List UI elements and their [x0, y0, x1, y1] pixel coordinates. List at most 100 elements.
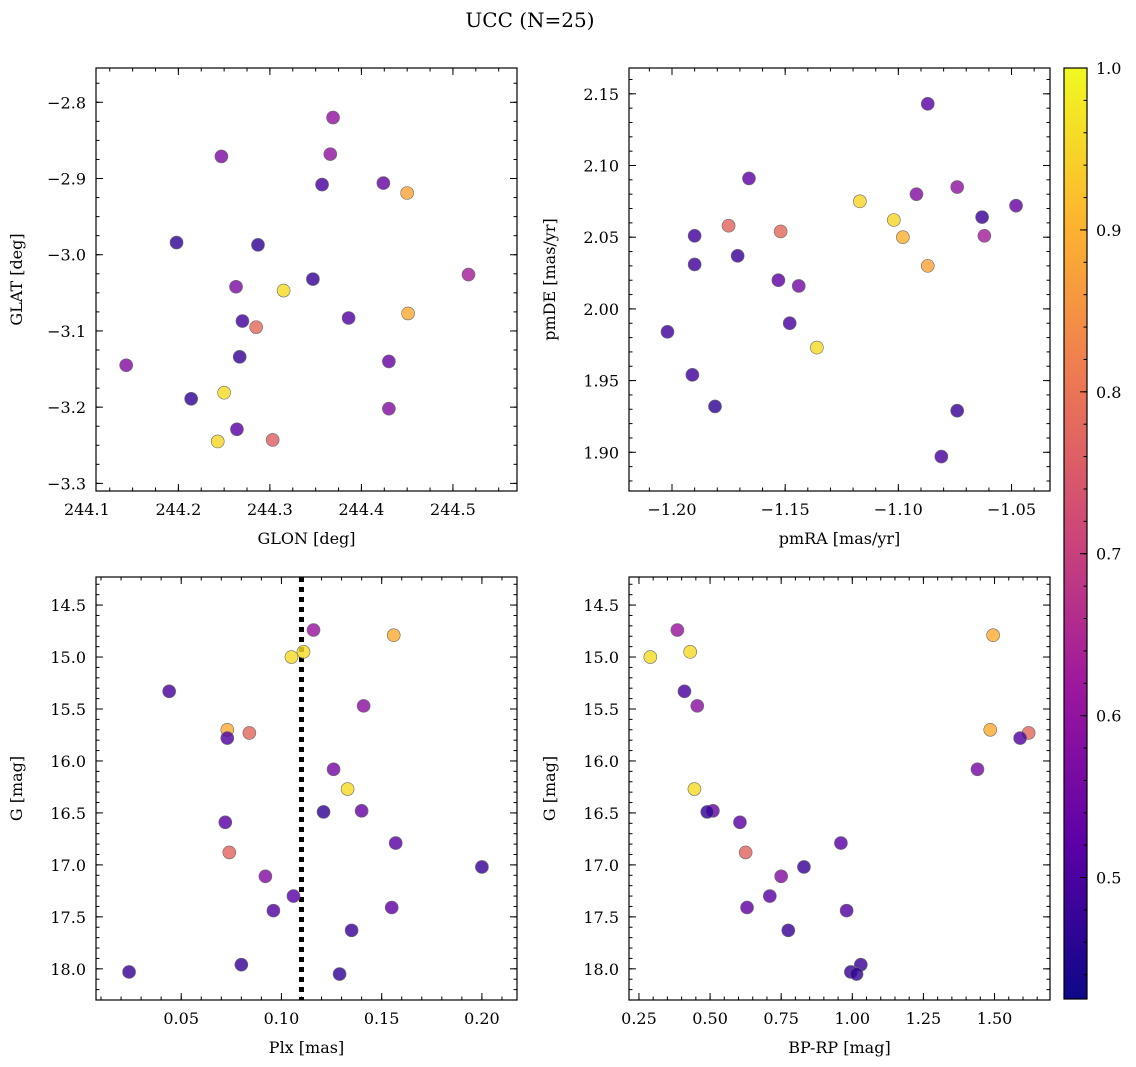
data-point — [690, 699, 705, 713]
x-tick-label: 244.5 — [430, 500, 476, 519]
data-point — [781, 923, 796, 938]
colorbar: 0.5 0.6 0.7 0.8 0.9 1.0 — [1063, 59, 1121, 1000]
data-point — [887, 213, 901, 227]
data-point — [920, 259, 935, 273]
data-point — [721, 218, 736, 233]
x-tick-label: 244.4 — [339, 500, 385, 519]
x-tick-label: 244.2 — [155, 500, 201, 519]
panel-plx-g: 0.05 0.10 0.15 0.20 14.5 15.0 15.5 16.0 16.5 17.0… — [7, 576, 518, 1057]
x-tick-label: −1.20 — [647, 500, 696, 519]
data-point — [970, 762, 985, 777]
x-axis-label: GLON [deg] — [257, 529, 355, 548]
ticks — [96, 68, 517, 491]
points — [122, 577, 489, 1000]
panel-bprp-g: 0.25 0.50 0.75 1.00 1.25 1.50 14.5 15.0 15.5 16.0… — [540, 576, 1051, 1057]
data-point — [356, 699, 371, 713]
data-point — [340, 782, 355, 796]
data-point — [950, 180, 964, 194]
data-point — [232, 350, 247, 364]
data-point — [184, 391, 198, 406]
data-point — [230, 422, 244, 437]
data-point — [384, 900, 399, 915]
data-point — [834, 836, 848, 850]
y-tick-label: 2.15 — [583, 85, 619, 104]
data-point — [386, 628, 401, 643]
data-point — [853, 194, 867, 209]
x-tick-label: 244.1 — [64, 500, 110, 519]
y-tick-label: 14.5 — [50, 596, 86, 615]
data-point — [235, 314, 250, 328]
figure-title: UCC (N=25) — [465, 8, 594, 32]
x-axis-label: pmRA [mas/yr] — [779, 529, 901, 548]
y-tick-label: 17.5 — [583, 908, 619, 927]
data-point — [849, 967, 864, 981]
data-point — [475, 860, 489, 874]
y-tick-label: −3.2 — [47, 398, 86, 417]
x-tick-label: −1.15 — [761, 500, 810, 519]
data-point — [730, 249, 745, 263]
data-point — [218, 815, 233, 830]
colorbar-gradient — [1064, 68, 1087, 999]
data-point — [920, 97, 935, 111]
data-point — [326, 110, 340, 125]
x-tick-label: 244.3 — [247, 500, 293, 519]
data-point — [791, 279, 806, 293]
data-point — [643, 650, 658, 664]
data-point — [316, 805, 331, 819]
data-point — [344, 923, 359, 938]
data-point — [660, 325, 675, 339]
data-point — [258, 869, 273, 884]
data-point — [773, 224, 788, 239]
y-tick-label: −2.9 — [47, 170, 86, 189]
panel-pmra-pmde: −1.20 −1.15 −1.10 −1.05 1.90 1.95 2.00 2.05 2.10… — [540, 67, 1051, 548]
axes-frame — [628, 576, 1051, 1001]
data-point — [229, 279, 243, 294]
y-tick-label: 16.0 — [50, 752, 86, 771]
y-tick-label: 15.5 — [583, 700, 619, 719]
y-tick-label: 2.00 — [583, 300, 619, 319]
y-tick-label: 1.95 — [583, 372, 619, 391]
ticks — [629, 577, 1050, 1001]
data-point — [677, 684, 692, 699]
data-point — [276, 283, 291, 298]
x-axis-label: Plx [mas] — [269, 1038, 344, 1057]
colorbar-tick-label: 0.9 — [1096, 221, 1121, 240]
y-tick-label: −3.1 — [47, 322, 86, 341]
x-tick-label: 0.25 — [621, 1009, 657, 1028]
colorbar-tick-label: 0.8 — [1096, 383, 1121, 402]
y-axis-label: GLAT [deg] — [7, 233, 26, 325]
data-point — [376, 176, 391, 190]
x-tick-label: 0.05 — [163, 1009, 199, 1028]
x-tick-label: 1.50 — [977, 1009, 1013, 1028]
x-tick-label: 0.20 — [464, 1009, 500, 1028]
data-point — [983, 722, 998, 737]
data-point — [306, 272, 320, 286]
x-tick-label: −1.05 — [987, 500, 1036, 519]
points — [643, 623, 1036, 981]
colorbar-tick-label: 0.6 — [1096, 707, 1121, 726]
data-point — [400, 186, 414, 200]
data-point — [296, 645, 311, 659]
data-point — [249, 320, 263, 334]
x-tick-label: −1.10 — [874, 500, 923, 519]
panels: 244.1 244.2 244.3 244.4 244.5 −2.8 −2.9 −3.0 −3.… — [7, 67, 1051, 1057]
data-point — [315, 177, 329, 192]
axes-frame — [628, 67, 1051, 492]
y-tick-label: 16.0 — [583, 752, 619, 771]
data-point — [119, 358, 134, 373]
data-point — [810, 340, 824, 355]
data-point — [286, 889, 301, 903]
data-point — [977, 228, 992, 243]
data-point — [388, 836, 403, 850]
data-point — [122, 965, 136, 979]
data-point — [1013, 731, 1027, 745]
data-point — [975, 210, 989, 224]
y-tick-label: 16.5 — [583, 804, 619, 823]
y-tick-label: −2.8 — [47, 93, 86, 112]
axes-frame — [95, 576, 518, 1001]
axes-frame — [95, 67, 518, 492]
x-tick-label: 1.25 — [906, 1009, 942, 1028]
data-point — [782, 316, 797, 331]
ticks — [629, 68, 1050, 491]
